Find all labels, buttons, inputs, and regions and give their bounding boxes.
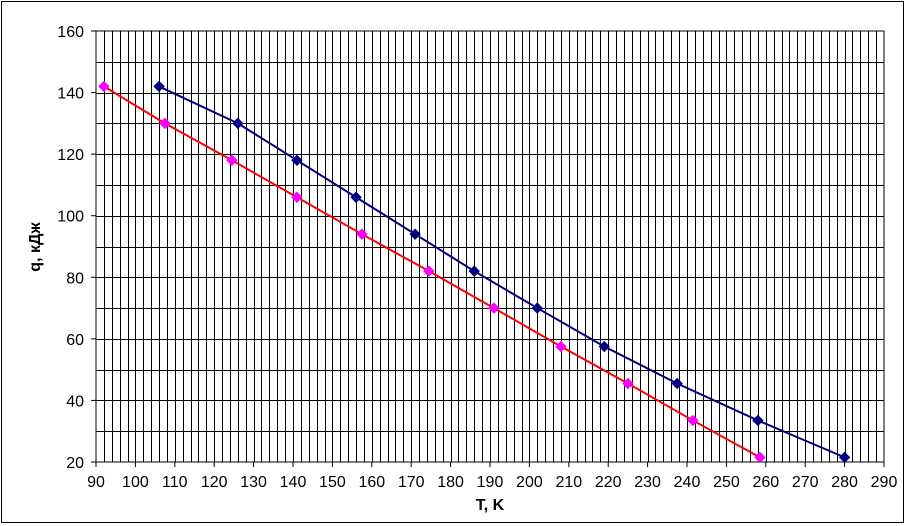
x-axis-title: T, K [476, 497, 505, 514]
x-tick-label: 160 [358, 474, 385, 491]
x-tick-label: 200 [516, 474, 543, 491]
x-tick-label: 290 [871, 474, 898, 491]
x-tick-label: 150 [319, 474, 346, 491]
data-point-marker [671, 377, 683, 390]
x-tick-label: 260 [752, 474, 779, 491]
x-tick-label: 110 [162, 474, 188, 491]
x-tick-label: 130 [240, 474, 267, 491]
y-tick-label: 60 [66, 332, 84, 349]
y-tick-label: 20 [66, 455, 84, 472]
y-axis-ticks: 20 40 60 80 100 120 140 160 [57, 24, 96, 472]
y-tick-label: 80 [66, 270, 84, 287]
y-tick-label: 100 [57, 209, 84, 226]
data-point-marker [226, 154, 238, 167]
data-point-marker [752, 414, 764, 427]
x-tick-label: 170 [398, 474, 425, 491]
x-tick-label: 280 [831, 474, 858, 491]
x-tick-label: 120 [201, 474, 228, 491]
y-tick-label: 120 [57, 147, 84, 164]
data-point-marker [350, 191, 362, 203]
series-1 [153, 80, 851, 464]
x-tick-label: 220 [595, 474, 622, 491]
data-point-marker [409, 228, 421, 240]
series-layer [98, 80, 851, 464]
data-point-marker [423, 265, 435, 277]
x-tick-label: 210 [555, 474, 582, 491]
data-point-marker [232, 117, 244, 130]
x-tick-label: 140 [280, 474, 307, 491]
data-point-marker [622, 377, 634, 390]
x-tick-label: 180 [437, 474, 464, 491]
grid [96, 31, 884, 462]
y-tick-label: 140 [57, 86, 84, 103]
data-point-marker [488, 302, 500, 314]
x-tick-label: 90 [87, 474, 105, 491]
data-point-marker [531, 302, 543, 314]
data-point-marker [838, 451, 851, 464]
data-point-marker [291, 191, 303, 203]
data-point-marker [98, 80, 110, 93]
y-tick-label: 40 [66, 393, 84, 410]
data-point-marker [754, 451, 766, 464]
x-tick-label: 190 [477, 474, 504, 491]
data-point-marker [687, 414, 699, 427]
data-point-marker [291, 154, 303, 167]
data-point-marker [598, 340, 610, 353]
y-axis-title: q, кДж [27, 222, 44, 272]
data-point-marker [468, 265, 480, 277]
x-tick-label: 100 [122, 474, 149, 491]
x-axis-ticks: 90 100 110 120 130 140 150 160 170 180 190 200 210 22… [87, 462, 897, 491]
x-tick-label: 230 [634, 474, 661, 491]
data-point-marker [159, 117, 171, 130]
data-point-marker [555, 340, 567, 353]
data-point-marker [153, 80, 165, 93]
series-2 [98, 80, 766, 464]
y-tick-label: 160 [57, 24, 84, 41]
data-point-marker [356, 228, 368, 240]
x-tick-label: 270 [792, 474, 819, 491]
x-tick-label: 240 [674, 474, 701, 491]
x-tick-label: 250 [713, 474, 740, 491]
